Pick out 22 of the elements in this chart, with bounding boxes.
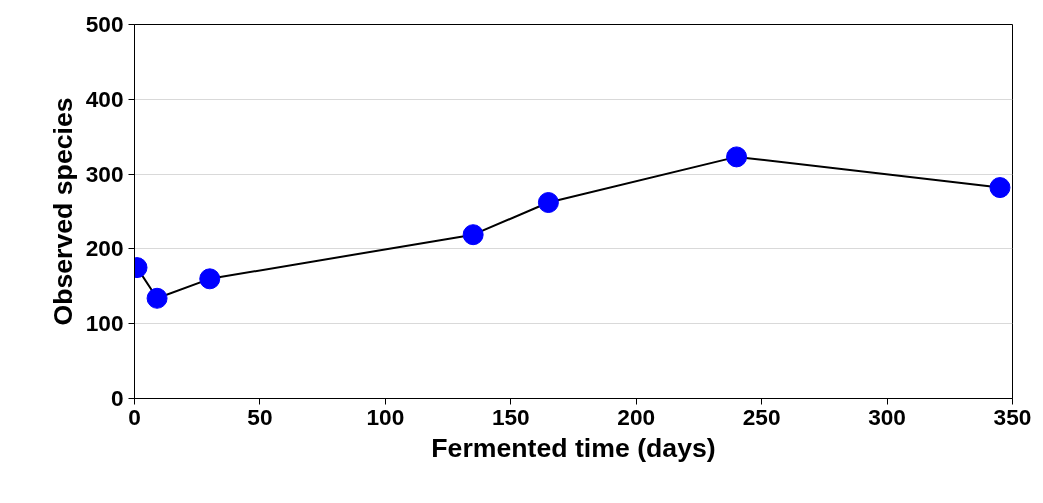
point: [146, 287, 168, 309]
y-axis-title: Observed species: [47, 97, 78, 326]
x-tick-label: 0: [128, 403, 141, 430]
y-tick-label: 300: [85, 160, 124, 187]
point: [462, 224, 484, 246]
x-tick-label: 150: [491, 403, 530, 430]
x-axis-title: Fermented time (days): [431, 432, 716, 463]
x-tick-label: 250: [742, 403, 781, 430]
x-tick-label: 300: [868, 403, 906, 430]
y-tick-label: 0: [110, 385, 124, 411]
point: [726, 146, 748, 168]
x-tick-label: 50: [247, 403, 273, 430]
point: [537, 192, 559, 213]
y-tick-label: 100: [85, 310, 124, 337]
point: [989, 177, 1011, 199]
x-tick-label: 100: [366, 403, 405, 430]
x-tick-label: 350: [993, 403, 1032, 430]
y-tick-label: 400: [85, 85, 124, 112]
y-tick-label: 500: [85, 11, 124, 37]
x-tick-label: 200: [617, 403, 656, 430]
point: [199, 268, 221, 290]
y-tick-label: 200: [85, 235, 124, 262]
